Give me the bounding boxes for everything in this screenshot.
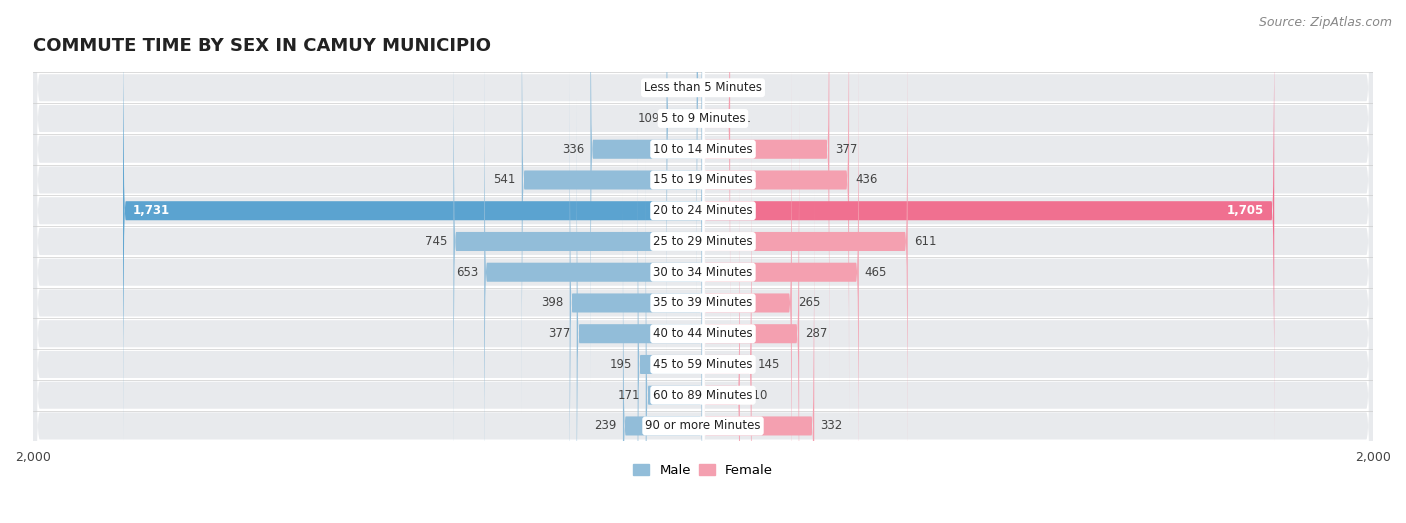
FancyBboxPatch shape (703, 66, 792, 523)
FancyBboxPatch shape (645, 159, 703, 523)
Text: 81: 81 (737, 112, 751, 125)
FancyBboxPatch shape (703, 0, 830, 385)
Text: 25 to 29 Minutes: 25 to 29 Minutes (654, 235, 752, 248)
FancyBboxPatch shape (569, 66, 703, 523)
FancyBboxPatch shape (703, 36, 859, 509)
Text: 239: 239 (595, 419, 617, 433)
Text: 332: 332 (820, 419, 842, 433)
Text: 110: 110 (747, 389, 768, 402)
Text: 377: 377 (835, 143, 858, 156)
Text: 287: 287 (806, 327, 828, 340)
FancyBboxPatch shape (666, 0, 703, 355)
Legend: Male, Female: Male, Female (627, 459, 779, 483)
FancyBboxPatch shape (32, 0, 1374, 523)
Text: 611: 611 (914, 235, 936, 248)
FancyBboxPatch shape (638, 128, 703, 523)
FancyBboxPatch shape (623, 189, 703, 523)
FancyBboxPatch shape (703, 159, 740, 523)
Text: 60 to 89 Minutes: 60 to 89 Minutes (654, 389, 752, 402)
FancyBboxPatch shape (32, 0, 1374, 523)
FancyBboxPatch shape (576, 97, 703, 523)
FancyBboxPatch shape (703, 0, 849, 416)
FancyBboxPatch shape (703, 189, 814, 523)
FancyBboxPatch shape (32, 0, 1374, 523)
FancyBboxPatch shape (32, 0, 1374, 523)
FancyBboxPatch shape (703, 5, 908, 478)
FancyBboxPatch shape (32, 0, 1374, 523)
FancyBboxPatch shape (453, 5, 703, 478)
Text: 90 or more Minutes: 90 or more Minutes (645, 419, 761, 433)
Text: 40 to 44 Minutes: 40 to 44 Minutes (654, 327, 752, 340)
Text: 1,731: 1,731 (134, 204, 170, 217)
Text: 436: 436 (855, 174, 877, 187)
FancyBboxPatch shape (32, 0, 1374, 523)
Text: COMMUTE TIME BY SEX IN CAMUY MUNICIPIO: COMMUTE TIME BY SEX IN CAMUY MUNICIPIO (32, 38, 491, 55)
Text: 35 to 39 Minutes: 35 to 39 Minutes (654, 297, 752, 310)
Text: 109: 109 (638, 112, 661, 125)
Text: 10 to 14 Minutes: 10 to 14 Minutes (654, 143, 752, 156)
Text: 745: 745 (425, 235, 447, 248)
FancyBboxPatch shape (32, 0, 1374, 523)
Text: 265: 265 (797, 297, 820, 310)
Text: 398: 398 (541, 297, 564, 310)
FancyBboxPatch shape (522, 0, 703, 416)
FancyBboxPatch shape (703, 0, 730, 355)
Text: 653: 653 (456, 266, 478, 279)
FancyBboxPatch shape (703, 0, 1274, 447)
FancyBboxPatch shape (591, 0, 703, 385)
FancyBboxPatch shape (124, 0, 703, 447)
Text: 30 to 34 Minutes: 30 to 34 Minutes (654, 266, 752, 279)
Text: 377: 377 (548, 327, 571, 340)
FancyBboxPatch shape (484, 36, 703, 509)
FancyBboxPatch shape (32, 0, 1374, 523)
FancyBboxPatch shape (32, 0, 1374, 523)
Text: 465: 465 (865, 266, 887, 279)
Text: 20 to 24 Minutes: 20 to 24 Minutes (654, 204, 752, 217)
Text: 5 to 9 Minutes: 5 to 9 Minutes (661, 112, 745, 125)
Text: 1,705: 1,705 (1227, 204, 1264, 217)
Text: 15 to 19 Minutes: 15 to 19 Minutes (654, 174, 752, 187)
Text: 0: 0 (709, 81, 717, 94)
Text: Less than 5 Minutes: Less than 5 Minutes (644, 81, 762, 94)
FancyBboxPatch shape (703, 97, 799, 523)
Text: 145: 145 (758, 358, 780, 371)
FancyBboxPatch shape (696, 0, 703, 324)
Text: Source: ZipAtlas.com: Source: ZipAtlas.com (1258, 16, 1392, 29)
Text: 336: 336 (562, 143, 585, 156)
FancyBboxPatch shape (32, 0, 1374, 523)
FancyBboxPatch shape (32, 0, 1374, 523)
Text: 541: 541 (494, 174, 516, 187)
FancyBboxPatch shape (703, 128, 752, 523)
FancyBboxPatch shape (32, 0, 1374, 523)
Text: 19: 19 (676, 81, 690, 94)
Text: 171: 171 (617, 389, 640, 402)
Text: 45 to 59 Minutes: 45 to 59 Minutes (654, 358, 752, 371)
Text: 195: 195 (609, 358, 631, 371)
